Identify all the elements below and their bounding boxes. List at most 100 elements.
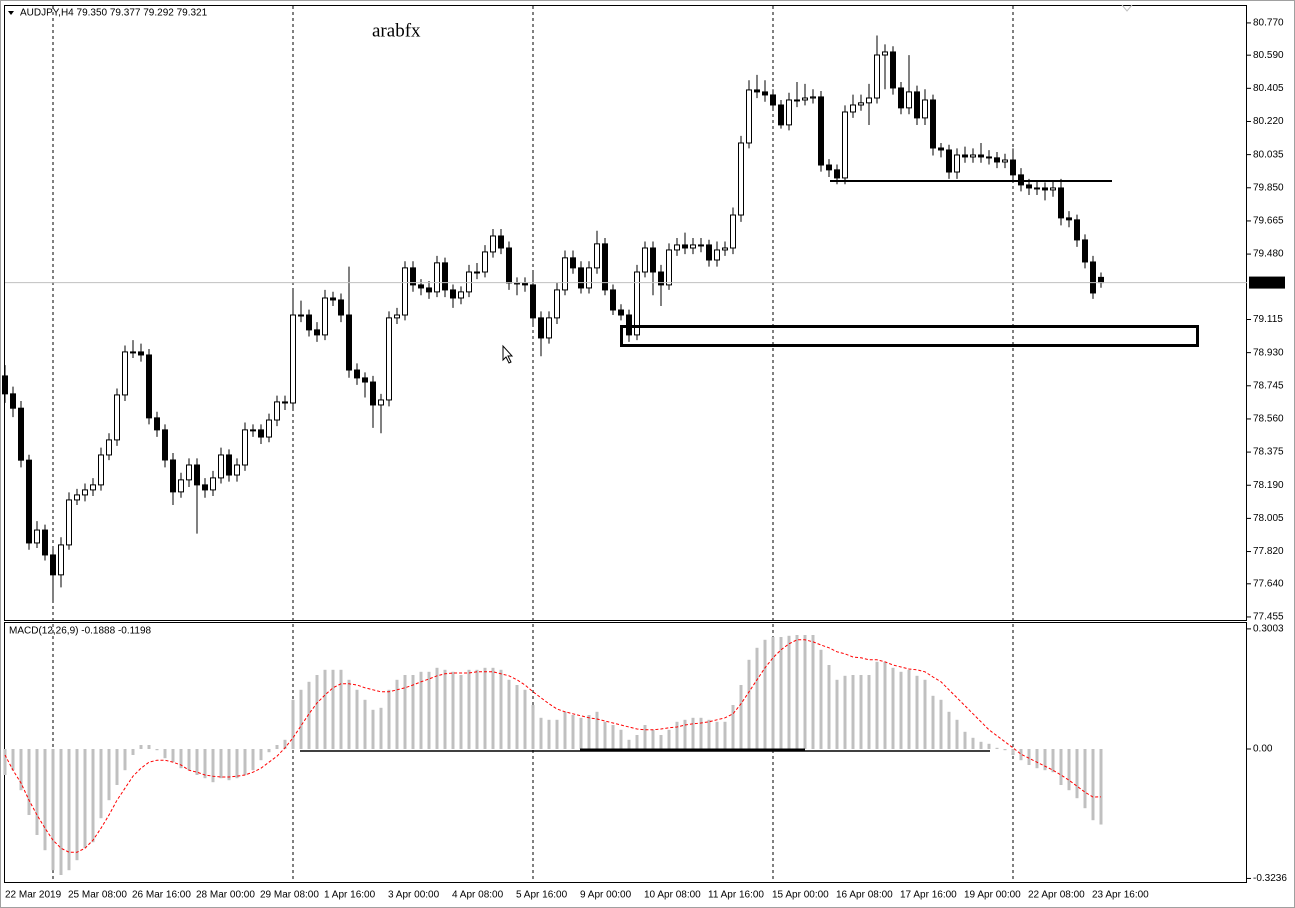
macd-bar xyxy=(323,669,327,749)
candle-body xyxy=(26,459,32,544)
candle-body xyxy=(90,484,96,491)
candle-body xyxy=(850,104,856,113)
y-tick-label: 79.850 xyxy=(1253,182,1284,193)
candle-body xyxy=(930,99,936,149)
candle-body xyxy=(370,381,376,406)
macd-bar xyxy=(1043,749,1047,771)
candle-body xyxy=(890,51,896,89)
x-tick-label: 23 Apr 16:00 xyxy=(1092,890,1149,901)
x-tick-label: 17 Apr 16:00 xyxy=(900,890,957,901)
macd-bar xyxy=(563,711,567,749)
candle-body xyxy=(1066,217,1072,221)
y-tick-label: 80.405 xyxy=(1253,83,1284,94)
macd-bar xyxy=(531,705,535,749)
y-tick-label: 78.560 xyxy=(1253,414,1284,425)
macd-bar xyxy=(435,667,439,749)
y-tick-label: 80.220 xyxy=(1253,116,1284,127)
candle-body xyxy=(426,287,432,293)
candle-body xyxy=(354,369,360,379)
macd-bar xyxy=(427,671,431,749)
macd-bar xyxy=(3,749,7,775)
candle-body xyxy=(922,99,928,119)
candle-body xyxy=(554,289,560,319)
macd-bar xyxy=(123,749,127,771)
candle-body xyxy=(994,157,1000,163)
macd-bar xyxy=(1059,749,1063,785)
candle-body xyxy=(938,147,944,151)
macd-bar xyxy=(259,749,263,761)
macd-bar xyxy=(803,635,807,749)
macd-bar xyxy=(835,679,839,749)
macd-bar xyxy=(1091,749,1095,821)
candle-body xyxy=(410,267,416,286)
x-tick-label: 1 Apr 16:00 xyxy=(324,890,376,901)
macd-bar xyxy=(867,675,871,749)
candle-body xyxy=(1034,187,1040,190)
x-tick-label: 26 Mar 16:00 xyxy=(132,890,191,901)
candle-body xyxy=(954,154,960,173)
x-tick-label: 29 Mar 08:00 xyxy=(260,890,319,901)
macd-bar xyxy=(947,711,951,749)
candle-body xyxy=(874,54,880,99)
candle-body xyxy=(706,244,712,261)
candle-body xyxy=(962,154,968,158)
candle-body xyxy=(762,91,768,96)
macd-bar xyxy=(667,729,671,749)
macd-bar xyxy=(539,717,543,749)
candle-body xyxy=(226,454,232,476)
candle-body xyxy=(1058,187,1064,219)
candle-body xyxy=(98,454,104,486)
x-tick-label: 15 Apr 00:00 xyxy=(772,890,829,901)
candle-body xyxy=(522,282,528,286)
candle-body xyxy=(154,417,160,431)
macd-bar xyxy=(787,635,791,749)
macd-bar xyxy=(91,749,95,843)
candle-body xyxy=(730,214,736,249)
candle-body xyxy=(322,297,328,336)
macd-bar xyxy=(203,749,207,779)
macd-bar xyxy=(219,749,223,779)
macd-bar xyxy=(491,667,495,749)
y-tick-label: 78.190 xyxy=(1253,480,1284,491)
macd-bar xyxy=(443,669,447,749)
candle-body xyxy=(258,429,264,438)
macd-bar xyxy=(739,685,743,749)
signal-line xyxy=(4,639,1102,853)
candle-body xyxy=(562,257,568,291)
candle-body xyxy=(362,377,368,383)
candle-body xyxy=(946,149,952,173)
macd-bar xyxy=(755,647,759,749)
menu-arrow[interactable] xyxy=(8,11,14,15)
price-tag: 79.321 xyxy=(1252,277,1283,288)
macd-bar xyxy=(355,689,359,749)
macd-bar xyxy=(411,675,415,749)
macd-bar xyxy=(587,715,591,749)
macd-bar xyxy=(603,721,607,749)
macd-bar xyxy=(379,707,383,749)
candle-body xyxy=(802,97,808,101)
candle-body xyxy=(1082,239,1088,263)
y-tick-label: 80.770 xyxy=(1253,18,1284,29)
candle-body xyxy=(842,111,848,179)
candle-body xyxy=(314,329,320,336)
macd-bar xyxy=(363,699,367,749)
macd-bar xyxy=(715,721,719,749)
x-tick-label: 22 Mar 2019 xyxy=(5,890,62,901)
macd-bar xyxy=(147,745,151,749)
candle-body xyxy=(170,459,176,493)
macd-bar xyxy=(251,749,255,771)
macd-bar xyxy=(243,749,247,775)
macd-bar xyxy=(675,721,679,749)
shift-marker xyxy=(1121,4,1133,12)
macd-bar xyxy=(211,749,215,783)
candle-body xyxy=(474,271,480,274)
y-tick-label: 78.930 xyxy=(1253,347,1284,358)
macd-bar xyxy=(67,749,71,871)
macd-bar xyxy=(747,659,751,749)
macd-bar xyxy=(1083,749,1087,809)
candle-body xyxy=(570,257,576,269)
candle-body xyxy=(594,243,600,269)
x-tick-label: 9 Apr 00:00 xyxy=(580,890,632,901)
candle-body xyxy=(10,393,16,409)
candle-body xyxy=(770,94,776,106)
